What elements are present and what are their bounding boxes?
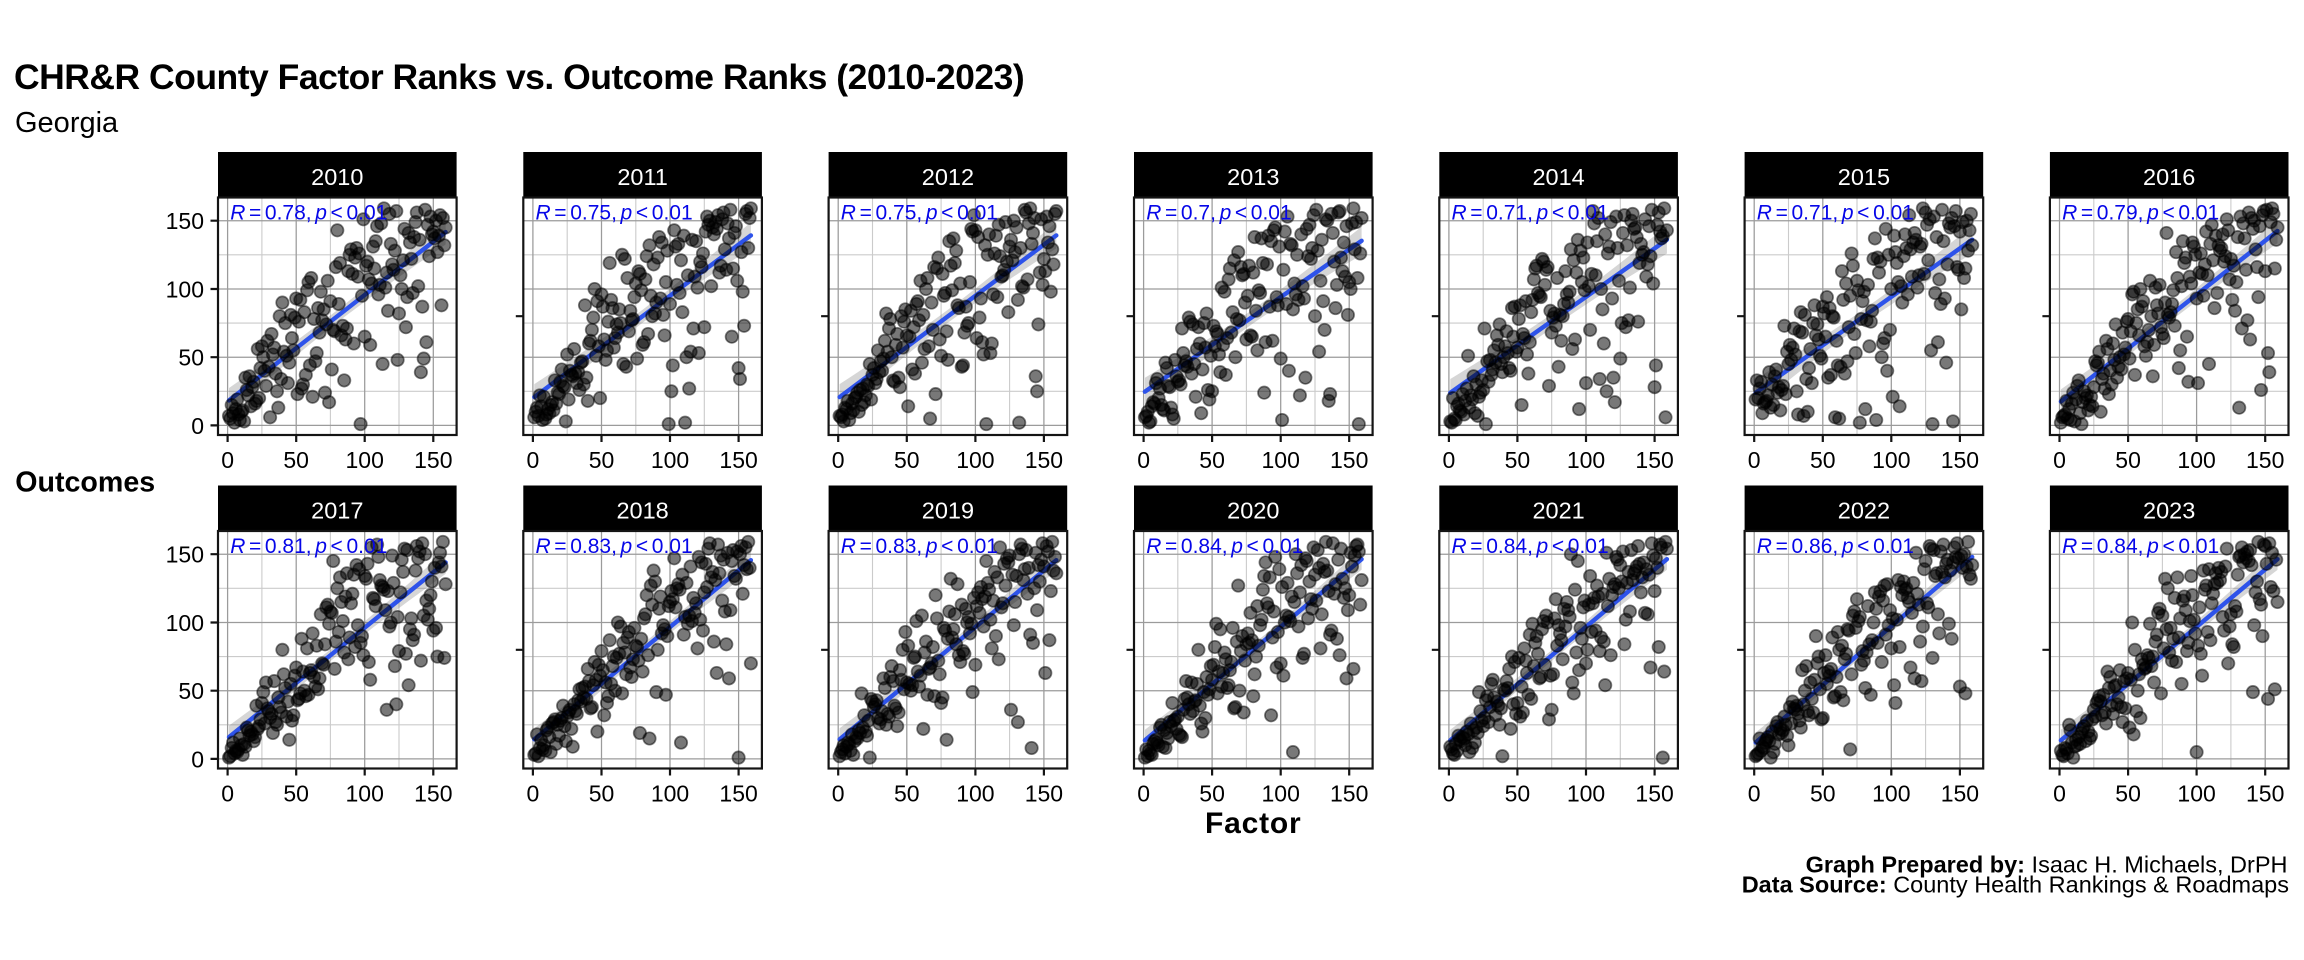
svg-text:50: 50 [283, 781, 309, 807]
svg-text:2012: 2012 [922, 164, 974, 190]
svg-text:0: 0 [1748, 447, 1761, 473]
svg-text:R = 0.71, p < 0.01: R = 0.71, p < 0.01 [1452, 202, 1609, 225]
svg-text:2022: 2022 [1838, 498, 1890, 524]
svg-text:50: 50 [1505, 447, 1531, 473]
svg-text:100: 100 [956, 447, 994, 473]
svg-text:150: 150 [1330, 781, 1368, 807]
svg-text:Georgia: Georgia [15, 107, 119, 139]
svg-text:100: 100 [1872, 781, 1910, 807]
svg-text:2010: 2010 [311, 164, 363, 190]
svg-text:CHR&R County Factor Ranks vs.: CHR&R County Factor Ranks vs. Outcome Ra… [14, 57, 1024, 97]
svg-text:0: 0 [2053, 781, 2066, 807]
svg-text:50: 50 [178, 678, 204, 704]
svg-text:0: 0 [527, 447, 540, 473]
svg-text:R = 0.75, p < 0.01: R = 0.75, p < 0.01 [536, 202, 693, 225]
svg-text:50: 50 [1199, 781, 1225, 807]
svg-text:150: 150 [719, 447, 757, 473]
svg-text:0: 0 [221, 781, 234, 807]
svg-text:100: 100 [651, 781, 689, 807]
svg-text:100: 100 [2177, 781, 2215, 807]
svg-text:100: 100 [1262, 447, 1300, 473]
svg-text:150: 150 [414, 447, 452, 473]
svg-text:50: 50 [894, 781, 920, 807]
svg-text:0: 0 [1443, 781, 1456, 807]
svg-text:R = 0.81, p < 0.01: R = 0.81, p < 0.01 [230, 535, 387, 558]
svg-text:150: 150 [414, 781, 452, 807]
svg-text:50: 50 [2115, 781, 2141, 807]
svg-text:50: 50 [178, 345, 204, 371]
svg-text:R = 0.83, p < 0.01: R = 0.83, p < 0.01 [536, 535, 693, 558]
svg-text:0: 0 [832, 781, 845, 807]
svg-text:2011: 2011 [617, 164, 668, 190]
svg-text:0: 0 [2053, 447, 2066, 473]
svg-text:2021: 2021 [1532, 498, 1584, 524]
svg-text:2014: 2014 [1532, 164, 1584, 190]
svg-text:R = 0.86, p < 0.01: R = 0.86, p < 0.01 [1757, 535, 1914, 558]
svg-text:2016: 2016 [2143, 164, 2195, 190]
svg-text:50: 50 [589, 447, 615, 473]
svg-text:2018: 2018 [616, 498, 668, 524]
svg-text:R = 0.78, p < 0.01: R = 0.78, p < 0.01 [230, 202, 387, 225]
svg-text:0: 0 [527, 781, 540, 807]
svg-text:150: 150 [1025, 447, 1063, 473]
svg-text:100: 100 [651, 447, 689, 473]
svg-text:R = 0.75, p < 0.01: R = 0.75, p < 0.01 [841, 202, 998, 225]
svg-text:50: 50 [1505, 781, 1531, 807]
svg-text:0: 0 [191, 413, 204, 439]
svg-text:150: 150 [1635, 447, 1673, 473]
svg-text:2015: 2015 [1838, 164, 1890, 190]
svg-text:100: 100 [346, 781, 384, 807]
svg-text:Data Source: County Health Ran: Data Source: County Health Rankings & Ro… [1742, 871, 2289, 897]
svg-text:100: 100 [1872, 447, 1910, 473]
svg-text:150: 150 [1635, 781, 1673, 807]
svg-text:150: 150 [1941, 781, 1979, 807]
svg-text:R = 0.84, p < 0.01: R = 0.84, p < 0.01 [1452, 535, 1609, 558]
svg-text:50: 50 [2115, 447, 2141, 473]
svg-text:50: 50 [283, 447, 309, 473]
svg-text:0: 0 [1137, 447, 1150, 473]
svg-text:0: 0 [832, 447, 845, 473]
svg-text:100: 100 [956, 781, 994, 807]
svg-text:100: 100 [1262, 781, 1300, 807]
svg-text:2013: 2013 [1227, 164, 1279, 190]
svg-text:R = 0.71, p < 0.01: R = 0.71, p < 0.01 [1757, 202, 1914, 225]
svg-text:2017: 2017 [311, 498, 363, 524]
svg-text:50: 50 [1199, 447, 1225, 473]
svg-text:Graph Prepared by: Isaac H. Mi: Graph Prepared by: Isaac H. Michaels, Dr… [1806, 852, 2288, 878]
svg-text:150: 150 [2246, 447, 2284, 473]
svg-text:0: 0 [221, 447, 234, 473]
svg-text:R = 0.84, p < 0.01: R = 0.84, p < 0.01 [1146, 535, 1303, 558]
svg-text:R = 0.79, p < 0.01: R = 0.79, p < 0.01 [2062, 202, 2219, 225]
svg-text:150: 150 [1025, 781, 1063, 807]
svg-text:100: 100 [166, 277, 204, 303]
svg-text:2020: 2020 [1227, 498, 1279, 524]
svg-text:150: 150 [719, 781, 757, 807]
svg-text:R = 0.84, p < 0.01: R = 0.84, p < 0.01 [2062, 535, 2219, 558]
svg-text:100: 100 [166, 610, 204, 636]
svg-text:50: 50 [1810, 447, 1836, 473]
svg-text:R = 0.83, p < 0.01: R = 0.83, p < 0.01 [841, 535, 998, 558]
svg-text:50: 50 [1810, 781, 1836, 807]
svg-text:R = 0.7, p < 0.01: R = 0.7, p < 0.01 [1146, 202, 1291, 225]
svg-text:2023: 2023 [2143, 498, 2195, 524]
svg-text:0: 0 [1137, 781, 1150, 807]
svg-text:150: 150 [1941, 447, 1979, 473]
svg-text:2019: 2019 [922, 498, 974, 524]
svg-text:150: 150 [1330, 447, 1368, 473]
svg-text:50: 50 [589, 781, 615, 807]
svg-text:150: 150 [2246, 781, 2284, 807]
svg-text:100: 100 [346, 447, 384, 473]
svg-text:100: 100 [2177, 447, 2215, 473]
svg-text:150: 150 [166, 542, 204, 568]
svg-text:150: 150 [166, 208, 204, 234]
svg-text:100: 100 [1567, 781, 1605, 807]
svg-text:Outcomes: Outcomes [15, 467, 155, 499]
svg-text:Factor: Factor [1205, 807, 1302, 840]
svg-text:0: 0 [1748, 781, 1761, 807]
svg-text:0: 0 [1443, 447, 1456, 473]
svg-text:100: 100 [1567, 447, 1605, 473]
svg-text:50: 50 [894, 447, 920, 473]
svg-text:0: 0 [191, 746, 204, 772]
